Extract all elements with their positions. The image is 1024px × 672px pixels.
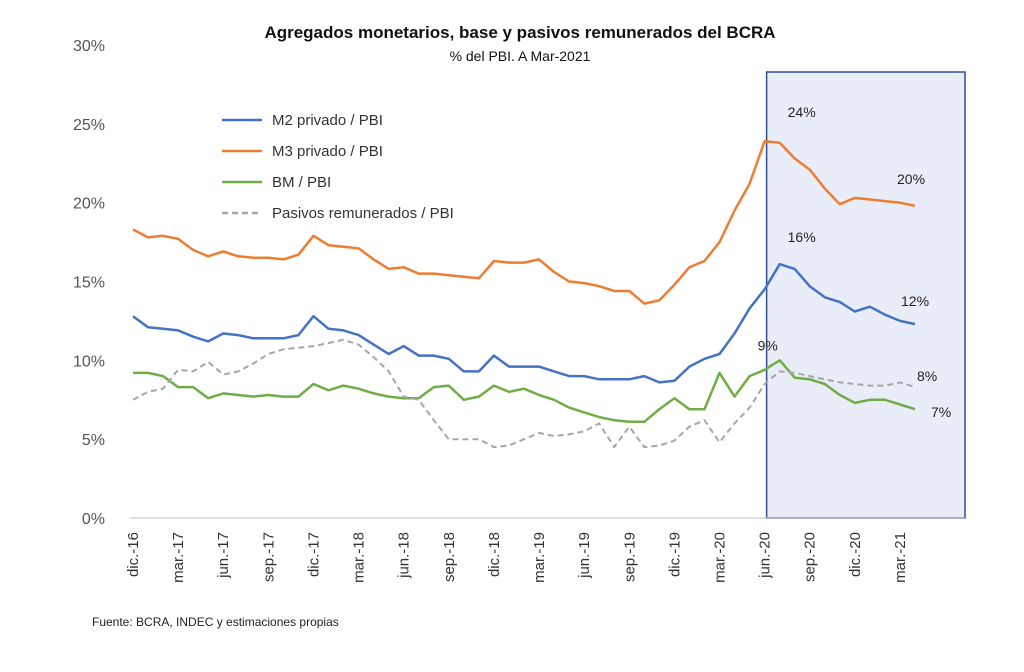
x-tick-label: mar.-19 xyxy=(531,532,548,583)
x-tick-label: sep.-18 xyxy=(441,532,458,582)
y-tick-label: 0% xyxy=(82,511,105,528)
y-axis: 0% 5% 10% 15% 20% 25% 30% xyxy=(73,38,105,528)
y-tick-label: 30% xyxy=(73,38,105,55)
x-tick-label: mar.-20 xyxy=(712,532,729,583)
data-label: 7% xyxy=(931,404,951,420)
y-tick-label: 25% xyxy=(73,117,105,134)
x-tick-label: jun.-18 xyxy=(396,532,413,579)
legend: M2 privado / PBI M3 privado / PBI BM / PBI… xyxy=(222,112,454,222)
series-line-1 xyxy=(132,139,916,305)
highlight-box xyxy=(765,71,966,519)
y-tick-label: 10% xyxy=(73,353,105,370)
x-tick-label: mar.-21 xyxy=(892,532,909,583)
x-tick-label: dic.-17 xyxy=(305,532,322,577)
y-tick-label: 20% xyxy=(73,196,105,213)
data-label: 8% xyxy=(917,368,937,384)
source-note: Fuente: BCRA, INDEC y estimaciones propi… xyxy=(92,615,339,629)
data-label: 20% xyxy=(897,171,925,187)
x-tick-label: mar.-17 xyxy=(170,532,187,583)
data-label: 9% xyxy=(758,337,778,353)
legend-label-0: M2 privado / PBI xyxy=(272,112,383,129)
legend-label-2: BM / PBI xyxy=(272,174,331,191)
legend-label-3: Pasivos remunerados / PBI xyxy=(272,205,454,222)
x-tick-label: mar.-18 xyxy=(351,532,368,583)
x-axis: dic.-16 mar.-17 jun.-17 sep.-17 dic.-17 mar.-… xyxy=(125,517,965,583)
x-tick-label: dic.-19 xyxy=(666,532,683,577)
series-line-3 xyxy=(132,338,916,449)
series-line-0 xyxy=(132,262,916,384)
x-tick-label: dic.-20 xyxy=(847,532,864,577)
x-tick-label: jun.-20 xyxy=(757,532,774,579)
y-tick-label: 15% xyxy=(73,275,105,292)
chart-title: Agregados monetarios, base y pasivos rem… xyxy=(264,23,775,42)
highlight-layer xyxy=(765,71,966,519)
legend-label-1: M3 privado / PBI xyxy=(272,143,383,160)
data-label: 12% xyxy=(901,293,929,309)
x-tick-label: sep.-17 xyxy=(260,532,277,582)
x-tick-label: sep.-20 xyxy=(802,532,819,582)
series-layer xyxy=(132,139,916,449)
x-tick-label: dic.-16 xyxy=(125,532,142,577)
chart-subtitle: % del PBI. A Mar-2021 xyxy=(450,48,591,64)
x-tick-label: jun.-19 xyxy=(576,532,593,579)
data-label: 24% xyxy=(788,104,816,120)
x-tick-label: jun.-17 xyxy=(215,532,232,579)
y-tick-label: 5% xyxy=(82,432,105,449)
annotations: 24% 20% 16% 12% 9% 8% 7% xyxy=(758,104,952,420)
series-line-2 xyxy=(133,359,916,424)
x-tick-label: sep.-19 xyxy=(621,532,638,582)
x-tick-label: dic.-18 xyxy=(486,532,503,577)
data-label: 16% xyxy=(788,229,816,245)
